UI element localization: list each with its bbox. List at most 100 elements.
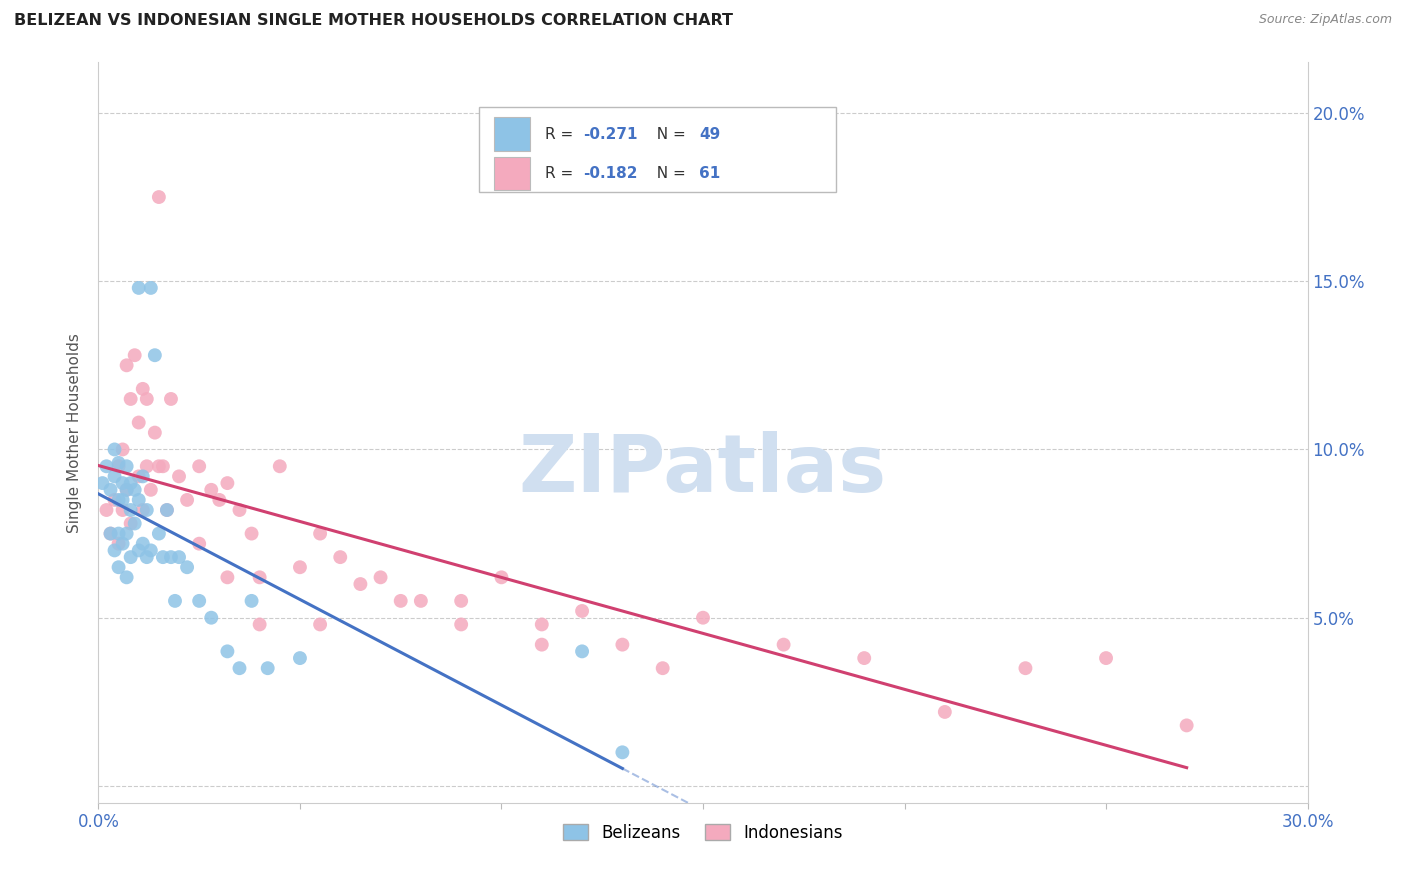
Point [120, 503, 142, 517]
Point [853, 651, 876, 665]
Point [228, 661, 250, 675]
Point [128, 469, 150, 483]
Point [491, 570, 513, 584]
Point [103, 543, 125, 558]
Point [139, 483, 162, 497]
Point [612, 745, 634, 759]
Point [103, 442, 125, 457]
Text: N =: N = [647, 166, 690, 181]
Point [128, 416, 150, 430]
Point [124, 348, 146, 362]
Point [1014, 661, 1036, 675]
Point [115, 483, 138, 497]
Point [160, 392, 183, 406]
Point [139, 281, 162, 295]
Point [120, 516, 142, 531]
Point [115, 526, 138, 541]
Point [120, 550, 142, 565]
Point [1095, 651, 1118, 665]
FancyBboxPatch shape [479, 107, 837, 192]
Point [115, 570, 138, 584]
Point [124, 483, 146, 497]
Point [152, 550, 174, 565]
Point [148, 190, 170, 204]
Point [120, 476, 142, 491]
Point [128, 281, 150, 295]
Point [103, 469, 125, 483]
Point [96, 503, 118, 517]
Legend: Belizeans, Indonesians: Belizeans, Indonesians [554, 815, 852, 850]
Point [132, 382, 155, 396]
Point [156, 503, 179, 517]
Point [1175, 718, 1198, 732]
Point [152, 459, 174, 474]
FancyBboxPatch shape [494, 157, 530, 190]
Point [370, 570, 392, 584]
Point [288, 560, 311, 574]
Point [115, 359, 138, 373]
Text: Source: ZipAtlas.com: Source: ZipAtlas.com [1258, 13, 1392, 27]
Point [115, 459, 138, 474]
Y-axis label: Single Mother Households: Single Mother Households [67, 333, 83, 533]
Point [217, 570, 239, 584]
Text: ZIPatlas: ZIPatlas [519, 431, 887, 508]
Point [107, 456, 129, 470]
Point [176, 560, 198, 574]
Point [450, 617, 472, 632]
Point [163, 594, 186, 608]
Point [100, 526, 122, 541]
Point [329, 550, 352, 565]
Point [217, 476, 239, 491]
Point [217, 644, 239, 658]
Text: 49: 49 [699, 127, 721, 142]
Point [115, 483, 138, 497]
Point [128, 492, 150, 507]
Point [309, 526, 332, 541]
Point [100, 526, 122, 541]
Point [135, 459, 157, 474]
Point [148, 459, 170, 474]
Point [128, 543, 150, 558]
Text: -0.271: -0.271 [583, 127, 638, 142]
Point [124, 516, 146, 531]
Point [139, 543, 162, 558]
Point [91, 476, 114, 491]
Point [934, 705, 956, 719]
Point [132, 469, 155, 483]
Text: N =: N = [647, 127, 690, 142]
Point [692, 610, 714, 624]
Text: BELIZEAN VS INDONESIAN SINGLE MOTHER HOUSEHOLDS CORRELATION CHART: BELIZEAN VS INDONESIAN SINGLE MOTHER HOU… [14, 13, 733, 29]
Point [111, 476, 134, 491]
Point [96, 459, 118, 474]
Point [200, 483, 222, 497]
Point [132, 536, 155, 550]
Point [530, 638, 553, 652]
Point [208, 492, 231, 507]
Point [309, 617, 332, 632]
Text: 61: 61 [699, 166, 721, 181]
Point [228, 503, 250, 517]
Point [188, 459, 211, 474]
Point [200, 610, 222, 624]
Point [148, 526, 170, 541]
Point [107, 560, 129, 574]
Point [111, 492, 134, 507]
Point [772, 638, 794, 652]
Point [651, 661, 673, 675]
Point [143, 425, 166, 440]
FancyBboxPatch shape [494, 118, 530, 151]
Point [167, 550, 190, 565]
Point [571, 644, 593, 658]
Point [135, 503, 157, 517]
Point [240, 594, 263, 608]
Point [111, 503, 134, 517]
Point [107, 459, 129, 474]
Point [571, 604, 593, 618]
Point [156, 503, 179, 517]
Point [288, 651, 311, 665]
Point [612, 638, 634, 652]
Point [249, 617, 271, 632]
Point [188, 594, 211, 608]
Point [100, 483, 122, 497]
Point [107, 526, 129, 541]
